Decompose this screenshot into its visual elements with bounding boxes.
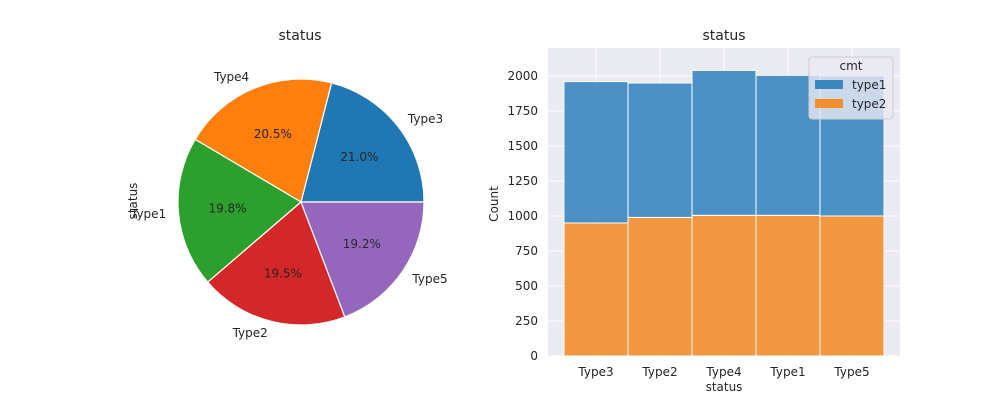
- pie-label-type5: Type5: [411, 272, 447, 286]
- bar-type5-type2: [819, 215, 885, 357]
- x-tick-label-type4: Type4: [705, 365, 741, 379]
- x-tick-label-type1: Type1: [769, 365, 805, 379]
- pie-slices: [177, 78, 425, 326]
- bar-type2-type2: [627, 216, 693, 357]
- bar-type4-type2: [691, 214, 757, 357]
- bar-y-ticks: 0 250 500 750 1000 1250 1500 1750 2000: [507, 69, 538, 363]
- bar-legend: cmt type1 type2: [808, 56, 894, 120]
- pie-title: status: [278, 28, 321, 44]
- y-tick-label: 500: [515, 279, 538, 293]
- x-tick-label-type5: Type5: [833, 365, 869, 379]
- y-tick-label: 1250: [507, 174, 538, 188]
- pie-pct-type5: 19.2%: [343, 237, 381, 251]
- bar-type2-type1: [627, 82, 693, 218]
- y-tick-label: 250: [515, 314, 538, 328]
- legend-label-type1: type1: [852, 78, 886, 92]
- pie-pct-type3: 21.0%: [340, 150, 378, 164]
- bar-x-ticks: Type3 Type2 Type4 Type1 Type5: [577, 365, 869, 379]
- bar-x-axis-label: status: [706, 380, 743, 394]
- pie-labels: Type3 21.0% Type4 20.5% Type1 19.8% Type2 19.5%…: [130, 70, 448, 340]
- pie-label-type1: Type1: [130, 207, 166, 221]
- bar-type1-type2: [755, 214, 821, 357]
- legend-title: cmt: [840, 59, 863, 73]
- y-tick-label: 0: [530, 349, 538, 363]
- pie-pct-type1: 19.8%: [208, 202, 246, 216]
- y-tick-label: 1750: [507, 104, 538, 118]
- pie-label-type3: Type3: [407, 112, 443, 126]
- pie-slice-type3: [300, 82, 425, 203]
- bar-title: status: [702, 28, 745, 44]
- y-tick-label: 750: [515, 244, 538, 258]
- pie-slice-type2: [206, 200, 346, 326]
- pie-pct-type2: 19.5%: [264, 267, 302, 281]
- y-tick-label: 2000: [507, 69, 538, 83]
- y-tick-label: 1500: [507, 139, 538, 153]
- pie-label-type2: Type2: [232, 326, 268, 340]
- x-tick-label-type3: Type3: [577, 365, 613, 379]
- pie-ylabel: status: [126, 183, 140, 220]
- bar-type3-type2: [563, 222, 629, 357]
- pie-label-type4: Type4: [213, 70, 249, 84]
- bar-type3-type1: [563, 81, 629, 224]
- pie-slice-type5: [300, 201, 425, 318]
- bar-y-axis-label: Count: [487, 186, 501, 222]
- legend-swatch-type2: [815, 99, 843, 108]
- x-tick-label-type2: Type2: [641, 365, 677, 379]
- y-tick-label: 1000: [507, 209, 538, 223]
- pie-pct-type4: 20.5%: [254, 127, 292, 141]
- pie-slice-type4: [194, 78, 333, 203]
- pie-slice-type1: [177, 138, 303, 284]
- legend-swatch-type1: [815, 80, 843, 89]
- legend-label-type2: type2: [852, 97, 886, 111]
- pie-chart: status status Type3 21.0% Type4 20.5% Type1 1…: [126, 28, 448, 340]
- bar-type4-type1: [691, 69, 757, 216]
